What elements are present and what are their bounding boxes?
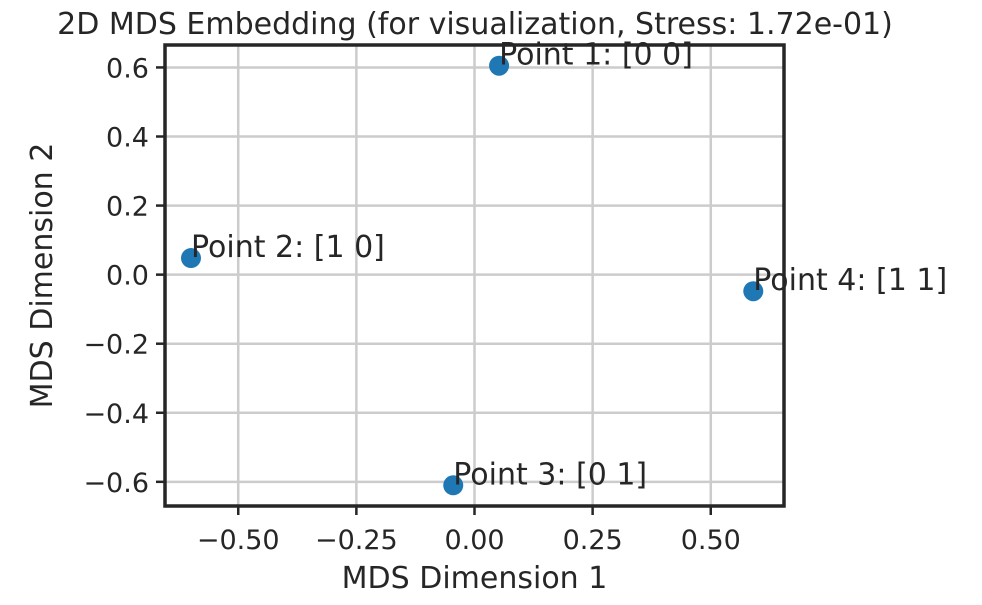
y-tick-label: 0.0 xyxy=(106,261,149,292)
x-tick-label: −0.25 xyxy=(315,525,398,556)
x-axis-label: MDS Dimension 1 xyxy=(342,561,608,596)
data-point xyxy=(443,475,464,496)
x-tick-label: 0.50 xyxy=(681,525,741,556)
y-tick-label: 0.6 xyxy=(106,53,149,84)
plot-frame xyxy=(163,43,786,508)
data-point xyxy=(489,55,510,76)
x-tick-label: −0.50 xyxy=(197,525,280,556)
axis-ticks: −0.50 −0.25 0.00 0.25 0.50 0.6 0.4 0.2 0.0 −0.2 −0… xyxy=(83,53,740,556)
y-axis-label: MDS Dimension 2 xyxy=(25,143,60,409)
y-tick-label: −0.6 xyxy=(83,468,149,499)
data-points: Point 1: [0 0] Point 2: [1 0] Point 3: [0 … xyxy=(180,38,947,496)
point-label: Point 1: [0 0] xyxy=(499,38,693,73)
data-point xyxy=(180,248,201,269)
x-tick-label: 0.25 xyxy=(563,525,623,556)
x-tick-label: 0.00 xyxy=(444,525,504,556)
y-tick-label: −0.2 xyxy=(83,330,149,361)
data-point xyxy=(743,281,764,302)
y-tick-label: 0.4 xyxy=(106,123,149,154)
y-tick-label: 0.2 xyxy=(106,192,149,223)
grid-lines xyxy=(165,45,784,506)
y-tick-label: −0.4 xyxy=(83,399,149,430)
point-label: Point 3: [0 1] xyxy=(453,457,647,492)
chart-title: 2D MDS Embedding (for visualization, Str… xyxy=(57,7,893,42)
point-label: Point 2: [1 0] xyxy=(191,230,385,265)
